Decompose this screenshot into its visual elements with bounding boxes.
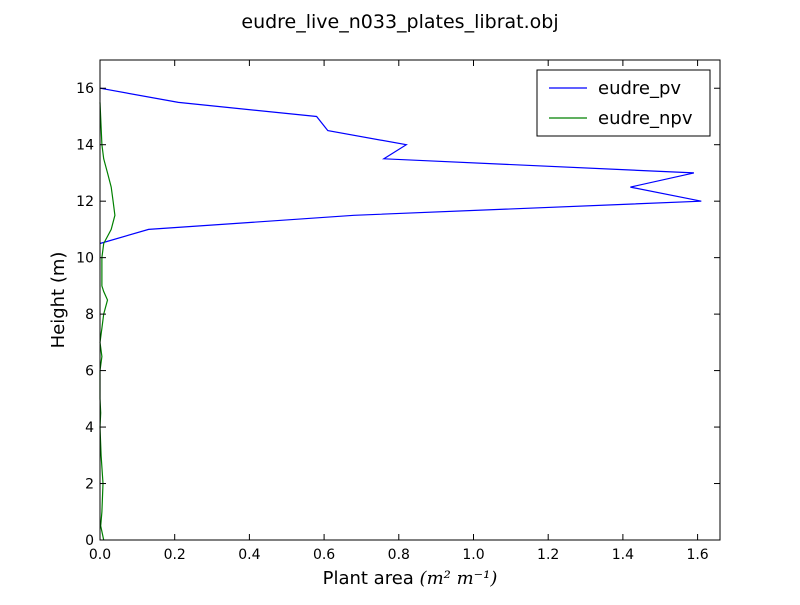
x-axis-label-unit: (m² m⁻¹) xyxy=(420,568,498,589)
x-tick-label: 1.2 xyxy=(537,547,559,563)
y-tick-label: 4 xyxy=(85,420,94,436)
y-tick-label: 10 xyxy=(76,251,94,267)
legend-label-eudre-npv: eudre_npv xyxy=(598,108,693,129)
x-tick-label: 0.8 xyxy=(388,547,410,563)
y-tick-label: 8 xyxy=(85,307,94,323)
y-tick-label: 16 xyxy=(76,81,94,97)
y-tick-label: 2 xyxy=(85,477,94,493)
x-tick-label: 0.0 xyxy=(89,547,111,563)
x-tick-label: 1.0 xyxy=(462,547,484,563)
y-axis: 0 2 4 6 8 10 12 14 16 xyxy=(76,81,720,549)
legend-box xyxy=(536,69,711,137)
x-tick-label: 1.4 xyxy=(612,547,634,563)
plot-frame xyxy=(99,59,721,541)
x-axis: 0.0 0.2 0.4 0.6 0.8 1.0 1.2 1.4 1.6 xyxy=(89,60,709,563)
legend-label-eudre-pv: eudre_pv xyxy=(598,78,681,99)
y-tick-label: 12 xyxy=(76,194,94,210)
series-line-eudre-npv xyxy=(99,102,116,541)
x-axis-label: Plant area (m² m⁻¹) xyxy=(323,568,498,589)
x-tick-label: 0.4 xyxy=(238,547,260,563)
plot-area xyxy=(99,87,702,541)
legend: eudre_pv eudre_npv xyxy=(536,69,711,137)
x-tick-label: 0.6 xyxy=(313,547,335,563)
chart-title: eudre_live_n033_plates_librat.obj xyxy=(241,11,558,33)
series-line-eudre-pv xyxy=(99,87,702,245)
x-tick-label: 1.6 xyxy=(686,547,708,563)
y-axis-label: Height (m) xyxy=(48,252,69,349)
x-axis-label-text: Plant area xyxy=(323,568,414,589)
y-tick-label: 14 xyxy=(76,138,94,154)
x-tick-label: 0.2 xyxy=(164,547,186,563)
y-tick-label: 6 xyxy=(85,364,94,380)
y-tick-label: 0 xyxy=(85,533,94,549)
